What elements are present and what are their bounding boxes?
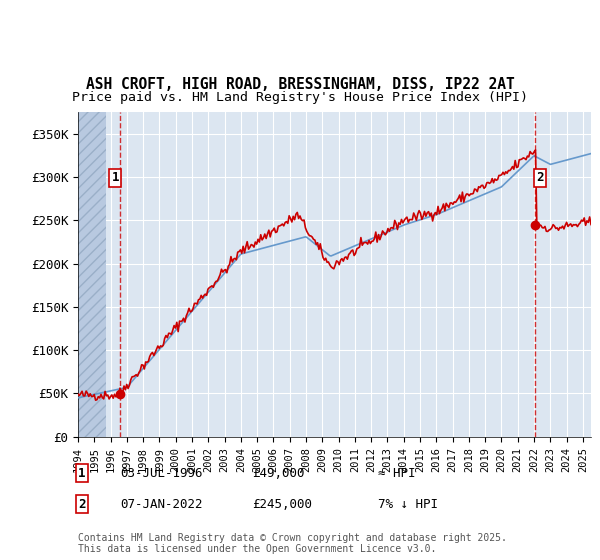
Text: 03-JUL-1996: 03-JUL-1996 [120,466,203,480]
Text: ≈ HPI: ≈ HPI [378,466,415,480]
Bar [78,112,106,437]
Text: £49,000: £49,000 [252,466,305,480]
Text: 1: 1 [112,171,119,184]
Text: £245,000: £245,000 [252,497,312,511]
Text: ASH CROFT, HIGH ROAD, BRESSINGHAM, DISS, IP22 2AT: ASH CROFT, HIGH ROAD, BRESSINGHAM, DISS,… [86,77,514,92]
Text: 2: 2 [536,171,544,184]
Text: Price paid vs. HM Land Registry's House Price Index (HPI): Price paid vs. HM Land Registry's House … [72,91,528,104]
Text: 7% ↓ HPI: 7% ↓ HPI [378,497,438,511]
Text: Contains HM Land Registry data © Crown copyright and database right 2025.
This d: Contains HM Land Registry data © Crown c… [78,533,507,554]
Text: 2: 2 [78,497,86,511]
Text: 07-JAN-2022: 07-JAN-2022 [120,497,203,511]
Text: 1: 1 [78,466,86,480]
